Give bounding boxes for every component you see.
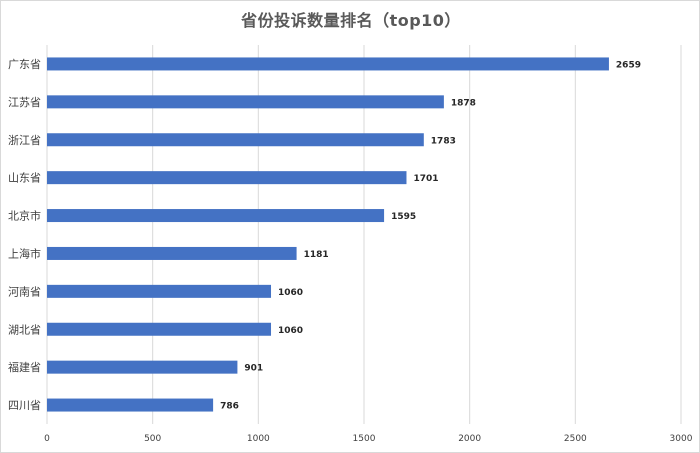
value-labels: 2659 1878 1783 1701 1595 1181 1060 1060 901 786 [220, 60, 641, 411]
bar [47, 133, 424, 147]
x-tick-label: 2500 [564, 434, 587, 444]
value-label: 786 [220, 402, 239, 412]
category-label: 河南省 [8, 285, 41, 298]
value-label: 1060 [278, 288, 303, 298]
value-label: 1783 [431, 136, 456, 146]
value-label: 1878 [451, 98, 476, 108]
category-label: 湖北省 [8, 323, 41, 336]
category-label: 北京市 [8, 209, 41, 223]
x-tick-label: 0 [44, 434, 50, 444]
bar [47, 246, 297, 260]
value-label: 2659 [616, 60, 641, 70]
category-label: 浙江省 [8, 134, 41, 147]
category-label: 广东省 [8, 58, 41, 71]
bar [47, 322, 272, 336]
value-label: 901 [244, 364, 263, 374]
category-label: 福建省 [8, 360, 41, 374]
x-tick-label: 2000 [458, 434, 481, 444]
value-label: 1181 [304, 250, 329, 260]
bar [47, 284, 272, 298]
x-tick-label: 1000 [247, 434, 270, 444]
bar [47, 360, 238, 374]
value-label: 1060 [278, 326, 303, 336]
x-tick-label: 3000 [670, 434, 693, 444]
x-tick-label: 1500 [353, 434, 376, 444]
bar [47, 171, 407, 185]
x-tick-label: 500 [144, 434, 161, 444]
chart-title: 省份投诉数量排名（top10） [241, 11, 461, 30]
x-tick-labels: 0 500 1000 1500 2000 2500 3000 [44, 434, 693, 444]
bar [47, 95, 444, 109]
bar [47, 57, 609, 71]
category-label: 四川省 [8, 399, 41, 412]
category-label: 江苏省 [8, 96, 41, 109]
value-label: 1595 [391, 212, 416, 222]
category-label: 上海市 [8, 246, 41, 260]
value-label: 1701 [413, 174, 438, 184]
bar [47, 398, 214, 412]
category-label: 山东省 [8, 172, 41, 185]
bar [47, 209, 385, 223]
bars [47, 57, 609, 412]
